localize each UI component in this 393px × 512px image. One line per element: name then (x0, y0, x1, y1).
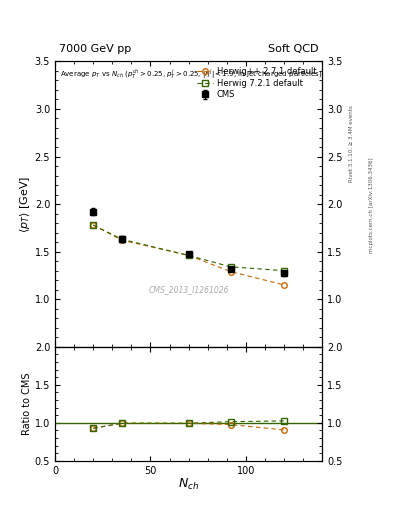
Herwig 7.2.1 default (228, 264, 233, 270)
Text: Rivet 3.1.10, ≥ 3.4M events: Rivet 3.1.10, ≥ 3.4M events (349, 105, 354, 182)
Text: CMS_2013_I1261026: CMS_2013_I1261026 (149, 285, 229, 294)
Herwig 7.2.1 default (186, 252, 191, 259)
Herwig++ 2.7.1 default (282, 282, 286, 288)
X-axis label: $N_{ch}$: $N_{ch}$ (178, 477, 199, 492)
Herwig 7.2.1 default (119, 236, 124, 242)
Herwig++ 2.7.1 default (91, 222, 95, 228)
Text: Average $p_T$ vs $N_{ch}$ ($p_T^{ch}>0.25$, $p_T^j>0.25$, $|\eta^j|<1.9$, in-jet: Average $p_T$ vs $N_{ch}$ ($p_T^{ch}>0.2… (61, 67, 323, 81)
Y-axis label: $\langle p_T\rangle$ [GeV]: $\langle p_T\rangle$ [GeV] (18, 176, 32, 232)
Herwig++ 2.7.1 default (228, 268, 233, 274)
Text: 7000 GeV pp: 7000 GeV pp (59, 44, 131, 54)
Text: Soft QCD: Soft QCD (268, 44, 318, 54)
Line: Herwig++ 2.7.1 default: Herwig++ 2.7.1 default (90, 222, 287, 288)
Text: mcplots.cern.ch [arXiv:1306.3436]: mcplots.cern.ch [arXiv:1306.3436] (369, 157, 374, 252)
Herwig++ 2.7.1 default (186, 252, 191, 259)
Herwig 7.2.1 default (282, 268, 286, 274)
Y-axis label: Ratio to CMS: Ratio to CMS (22, 373, 32, 435)
Herwig++ 2.7.1 default (119, 237, 124, 243)
Legend: Herwig++ 2.7.1 default, Herwig 7.2.1 default, CMS: Herwig++ 2.7.1 default, Herwig 7.2.1 def… (195, 66, 318, 101)
Line: Herwig 7.2.1 default: Herwig 7.2.1 default (90, 222, 287, 273)
Herwig 7.2.1 default (91, 222, 95, 228)
